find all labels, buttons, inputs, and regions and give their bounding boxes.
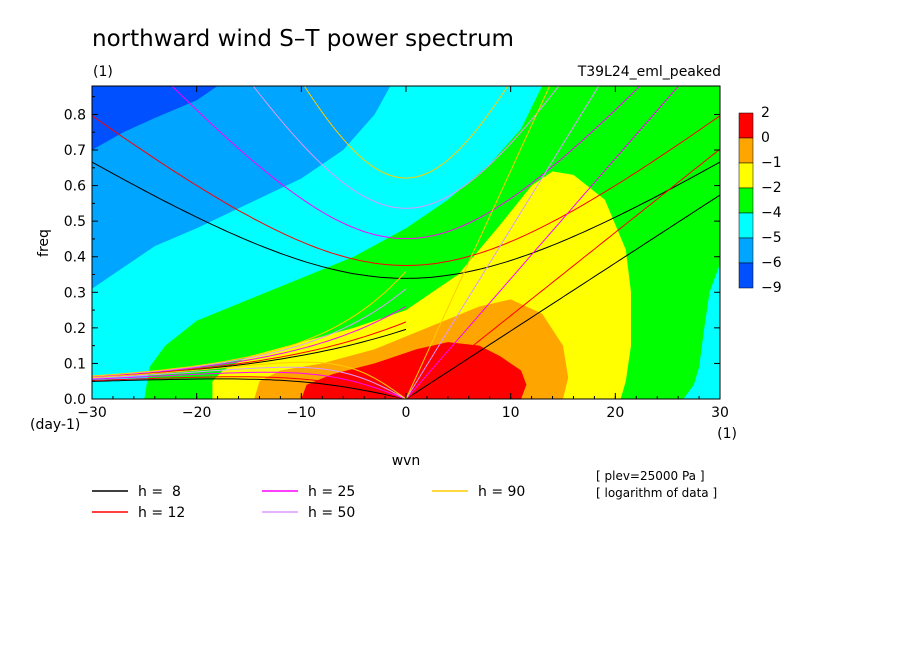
colorbar-label: −1 [761, 155, 782, 171]
curve-legend: h = 8 h = 12 h = 25 h = 50 h = 90 [92, 484, 525, 521]
y-tick-label: 0.4 [64, 250, 86, 266]
curve-inertia-gravity-h12 [92, 115, 720, 267]
curve-inertia-gravity-h8 [92, 161, 720, 279]
legend-label-h90: h = 90 [478, 484, 525, 500]
x-axis-label: wvn [392, 453, 421, 469]
curve-rossby-h50 [92, 366, 407, 399]
curve-kelvin-h25 [405, 86, 680, 399]
colorbar-label: −6 [761, 255, 782, 271]
curve-kelvin-h90 [405, 86, 551, 399]
x-tick-label: 10 [502, 405, 520, 421]
curve-mixed-rossby-gravity-h25 [92, 305, 407, 378]
colorbar-label: −4 [761, 205, 782, 221]
colorbar-label: 0 [761, 130, 770, 146]
y-tick-label: 0.0 [64, 392, 86, 408]
x-tick-label: 20 [606, 405, 624, 421]
y-tick-label: 0.8 [64, 107, 86, 123]
curve-inertia-gravity-h50 [252, 86, 560, 209]
chart-title: northward wind S–T power spectrum [92, 26, 514, 52]
curve-rossby-h8 [92, 378, 407, 399]
curve-mixed-rossby-gravity-h12 [92, 321, 407, 378]
colorbar-swatch [738, 112, 754, 139]
x-tick-label: 0 [402, 405, 411, 421]
legend-label-h50: h = 50 [308, 505, 355, 521]
y-tick-label: 0.5 [64, 214, 86, 230]
y-tick-label: 0.3 [64, 285, 86, 301]
spectrum-field [92, 86, 720, 399]
colorbar-swatch [738, 187, 754, 214]
curve-inertia-gravity-h90 [303, 86, 509, 179]
dispersion-curves [92, 86, 720, 399]
curve-rossby-h12 [92, 376, 407, 399]
y-unit-label: (day-1) [30, 417, 80, 433]
chart-subtitle-right: T39L24_eml_peaked [577, 64, 721, 80]
field-band-0-2 [301, 342, 527, 399]
colorbar-swatch [738, 262, 754, 289]
x-tick-label: −10 [287, 405, 317, 421]
colorbar-swatch [738, 137, 754, 164]
x-tick-label: −20 [182, 405, 212, 421]
legend-label-h12: h = 12 [138, 505, 185, 521]
colorbar-label: 2 [761, 105, 770, 121]
x-unit-label: (1) [717, 426, 737, 442]
y-tick-label: 0.7 [64, 143, 86, 159]
colorbar-label: −9 [761, 280, 782, 296]
colorbar-swatch [738, 162, 754, 189]
colorbar-swatch [738, 237, 754, 264]
curve-mixed-rossby-gravity-h90 [92, 271, 407, 377]
field-band-minus6-minus5-left [92, 86, 391, 289]
x-tick-label: −30 [77, 405, 107, 421]
legend-label-h25: h = 25 [308, 484, 355, 500]
y-tick-label: 0.6 [64, 179, 86, 195]
field-band-minus9-minus6-left [92, 86, 218, 150]
legend-label-h8: h = 8 [138, 484, 181, 500]
field-band-minus5-minus4-right [683, 263, 720, 399]
x-tick-label: 30 [711, 405, 729, 421]
colorbar-label: −5 [761, 230, 782, 246]
curve-rossby-h90 [92, 361, 407, 399]
curve-rossby-h25 [92, 371, 407, 399]
chart-subtitle-left: (1) [93, 64, 113, 80]
curve-inertia-gravity-h25 [171, 86, 641, 240]
axes: −30 −20 −10 0 10 20 30 0.0 0.1 0.2 0.3 0.4 0.5 0.6 0.7… [64, 86, 729, 421]
annotation-log: [ logarithm of data ] [596, 486, 717, 500]
y-tick-label: 0.1 [64, 356, 86, 372]
y-tick-label: 0.2 [64, 321, 86, 337]
colorbar-swatch [738, 212, 754, 239]
curve-kelvin-h12 [405, 148, 720, 399]
curve-kelvin-h50 [405, 86, 600, 399]
curve-kelvin-h8 [405, 194, 720, 399]
annotation-plev: [ plev=25000 Pa ] [596, 469, 705, 483]
y-axis-label: freq [36, 229, 52, 257]
colorbar: 2 0 −1 −2 −4 −5 −6 −9 [738, 105, 782, 296]
colorbar-label: −2 [761, 180, 782, 196]
